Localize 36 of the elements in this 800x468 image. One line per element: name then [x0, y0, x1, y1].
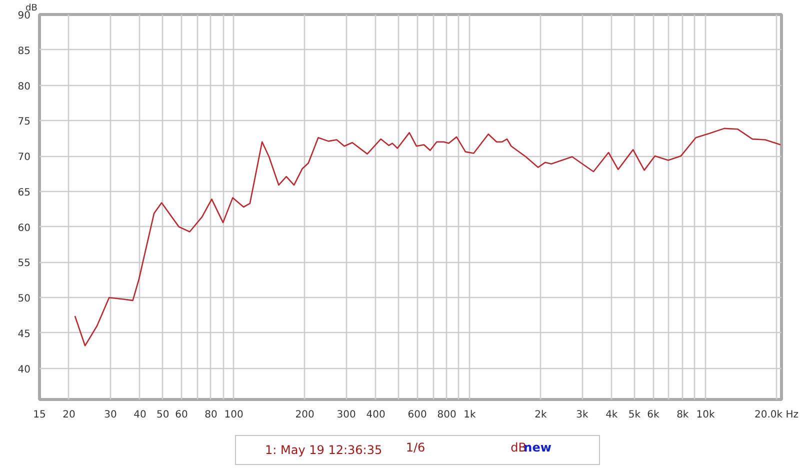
x-tick-label: 200	[295, 410, 314, 420]
x-tick-label: 6k	[647, 410, 660, 420]
y-tick-label: 40	[18, 364, 31, 376]
y-tick-label: 85	[18, 46, 31, 57]
x-tick-label: 1k	[464, 410, 476, 420]
x-tick-label: 400	[366, 410, 386, 420]
x-tick-label: 800	[437, 410, 456, 420]
text: 1/6	[406, 440, 426, 454]
y-tick-label: 65	[18, 187, 31, 198]
y-tick-label: 50	[18, 294, 31, 305]
y-tick-label: 45	[18, 328, 31, 340]
x-tick-label: 20	[62, 410, 76, 420]
x-tick-label: 20.0k Hz	[754, 410, 799, 420]
x-tick-label: 60	[175, 410, 188, 420]
x-tick-label: 5k	[628, 410, 641, 420]
x-tick-label: 15	[33, 410, 46, 420]
x-tick-label: 2k	[534, 410, 547, 420]
y-tick-label: 75	[18, 116, 31, 128]
x-tick-label: 40	[134, 410, 146, 420]
x-tick-label: 3k	[576, 410, 588, 420]
y-tick-label: 60	[18, 222, 31, 234]
x-tick-label: 4k	[606, 410, 618, 420]
x-tick-label: 100	[224, 410, 244, 420]
x-tick-label: 10k	[696, 410, 715, 420]
y-tick-label: 55	[18, 258, 31, 270]
x-tick-label: 50	[156, 410, 170, 420]
y-tick-label: 70	[18, 152, 31, 164]
x-tick-label: 600	[408, 410, 427, 420]
text: 1: May 19 12:36:35	[265, 443, 382, 457]
x-tick-label: 8k	[676, 410, 689, 420]
x-tick-label: 30	[104, 410, 117, 420]
y-tick-label: 80	[18, 81, 31, 92]
x-tick-label: 80	[204, 410, 218, 420]
y-tick-label: 90	[18, 10, 31, 22]
x-tick-label: 300	[336, 410, 356, 420]
text: dB	[510, 440, 527, 454]
